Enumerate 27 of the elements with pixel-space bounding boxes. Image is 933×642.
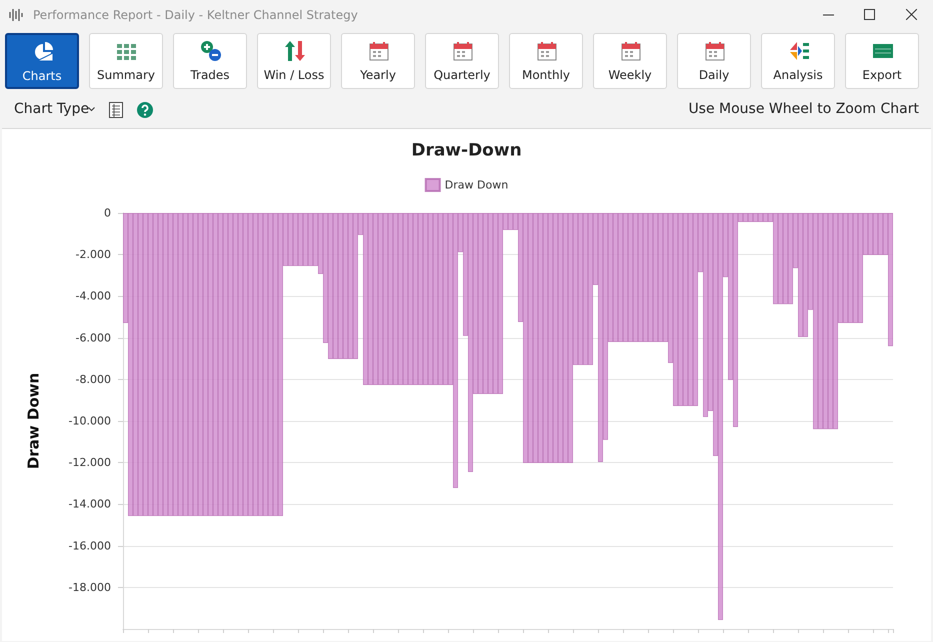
legend-label: Draw Down: [444, 178, 508, 192]
text: Summary: [96, 68, 156, 82]
text: Monthly: [520, 68, 572, 82]
y-tick-label: -6.000: [76, 331, 111, 344]
text: Trades: [189, 68, 231, 82]
text: Performance Report - Daily - Keltner Channel Strategy: [33, 8, 358, 22]
y-tick-label: 0: [104, 206, 111, 220]
y-tick-label: -12.000: [68, 456, 111, 470]
chart-title: Draw-Down: [411, 140, 522, 160]
text: Charts: [21, 69, 63, 83]
text: Quarterly: [432, 68, 492, 82]
text: Weekly: [607, 68, 653, 82]
y-tick-label: -14.000: [68, 498, 111, 511]
y-tick-label: -18.000: [68, 580, 111, 594]
text: Win / Loss: [262, 68, 326, 82]
y-tick-label: -10.000: [68, 414, 111, 428]
text: Chart Type: [14, 101, 90, 117]
text: Use Mouse Wheel to Zoom Chart: [688, 101, 919, 117]
text: Daily: [698, 68, 730, 82]
text: Export: [861, 68, 903, 82]
y-tick-label: -16.000: [68, 539, 111, 552]
y-tick-label: -8.000: [76, 372, 111, 386]
y-tick-label: -2.000: [76, 248, 111, 262]
y-axis-title: Draw Down: [24, 372, 42, 470]
y-tick-label: -4.000: [76, 290, 111, 303]
text: Yearly: [359, 68, 397, 82]
text: Analysis: [772, 68, 824, 82]
